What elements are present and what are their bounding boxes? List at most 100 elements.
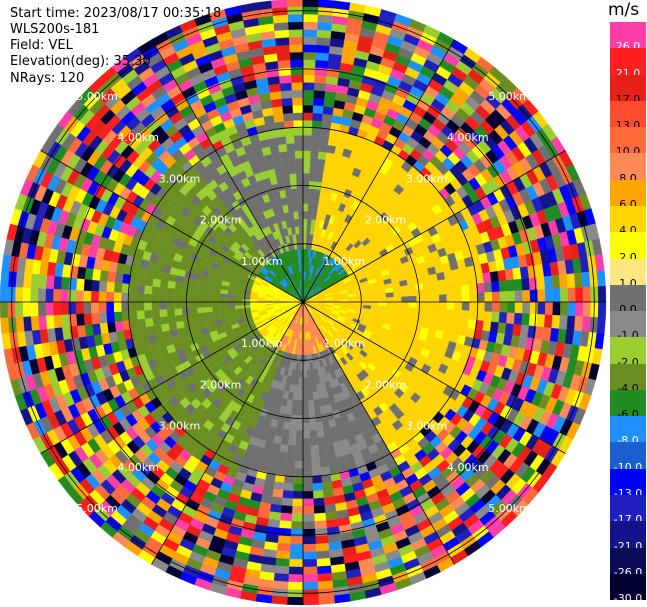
range-gate	[284, 467, 295, 477]
range-gate	[196, 296, 205, 303]
range-gate	[159, 286, 168, 296]
range-gate	[551, 274, 561, 290]
range-gate	[507, 301, 516, 314]
range-gate	[272, 488, 284, 499]
range-gate	[308, 414, 316, 424]
range-gate	[45, 288, 54, 303]
range-gate	[408, 295, 417, 303]
range-gate	[302, 233, 307, 242]
range-gate	[174, 295, 183, 303]
range-gate	[514, 290, 523, 303]
range-gate	[315, 542, 330, 552]
range-gate	[276, 458, 287, 468]
range-gate	[320, 466, 331, 476]
range-gate	[286, 596, 304, 606]
range-gate	[302, 430, 311, 439]
range-gate	[302, 36, 318, 45]
range-gate	[295, 438, 304, 447]
range-gate	[421, 275, 431, 284]
range-gate	[289, 173, 297, 182]
range-gate	[491, 281, 500, 293]
range-gate	[283, 112, 294, 122]
range-gate	[423, 288, 432, 296]
range-gate	[285, 135, 295, 144]
range-gate	[454, 293, 463, 303]
range-gate	[431, 301, 440, 310]
range-gate	[297, 392, 304, 401]
range-gate	[386, 297, 395, 303]
range-gate	[284, 127, 295, 137]
range-gate	[30, 301, 39, 317]
range-gate	[325, 442, 335, 452]
range-gate	[552, 288, 561, 303]
range-gate	[483, 282, 493, 293]
range-gate	[297, 195, 304, 204]
range-gate	[181, 295, 190, 303]
range-gate	[596, 270, 606, 287]
range-gate	[83, 301, 92, 314]
range-gate	[270, 98, 283, 108]
range-gate	[302, 74, 316, 83]
range-gate	[68, 277, 78, 291]
range-gate	[537, 289, 546, 303]
range-gate	[302, 347, 306, 356]
range-gate	[227, 297, 236, 303]
range-gate	[393, 306, 402, 313]
range-gate	[276, 542, 291, 552]
range-gate	[302, 104, 314, 114]
range-gate	[15, 271, 25, 288]
range-gate	[302, 173, 310, 182]
range-gate	[302, 528, 316, 537]
range-gate	[196, 307, 206, 314]
range-gate	[294, 142, 304, 151]
range-gate	[279, 82, 293, 92]
field-label: Field: VEL	[10, 38, 73, 53]
range-gate	[312, 490, 324, 499]
range-gate	[294, 445, 304, 454]
range-gate	[315, 44, 331, 54]
range-gate	[151, 286, 161, 295]
range-gate	[0, 301, 9, 319]
range-gate	[296, 415, 304, 424]
range-gate	[422, 314, 432, 323]
range-gate	[14, 301, 24, 318]
range-gate	[294, 150, 304, 159]
range-gate	[302, 460, 312, 469]
range-gate	[355, 298, 364, 303]
range-gate	[234, 305, 243, 310]
range-gate	[318, 595, 335, 605]
range-gate	[276, 136, 287, 146]
range-gate	[90, 290, 99, 303]
range-gate	[400, 290, 410, 297]
range-gate	[315, 535, 329, 545]
range-gate	[129, 274, 139, 285]
range-gate	[302, 354, 307, 363]
range-gate	[204, 311, 214, 318]
range-gate	[566, 273, 576, 289]
range-gate	[293, 127, 304, 136]
range-gate	[60, 276, 70, 290]
range-gate	[290, 188, 298, 197]
range-gate	[52, 288, 62, 303]
range-gate	[299, 362, 304, 371]
range-gate	[291, 195, 298, 205]
nrays-label: NRays: 120	[10, 71, 85, 86]
range-gate	[484, 291, 493, 303]
range-gate	[393, 301, 402, 308]
range-gate	[289, 51, 304, 61]
range-gate	[272, 14, 289, 24]
range-gate	[234, 301, 243, 306]
range-gate	[281, 429, 290, 438]
colorbar-unit-label: m/s	[608, 0, 640, 20]
range-gate	[302, 51, 317, 61]
range-gate	[290, 536, 304, 545]
range-gate	[438, 286, 447, 296]
range-gate	[461, 284, 470, 294]
range-gate	[128, 310, 138, 321]
range-gate	[290, 414, 298, 424]
range-gate	[536, 276, 546, 290]
range-gate	[428, 273, 438, 283]
range-gate	[290, 528, 304, 537]
range-gate	[277, 143, 288, 153]
range-gate	[136, 301, 145, 311]
